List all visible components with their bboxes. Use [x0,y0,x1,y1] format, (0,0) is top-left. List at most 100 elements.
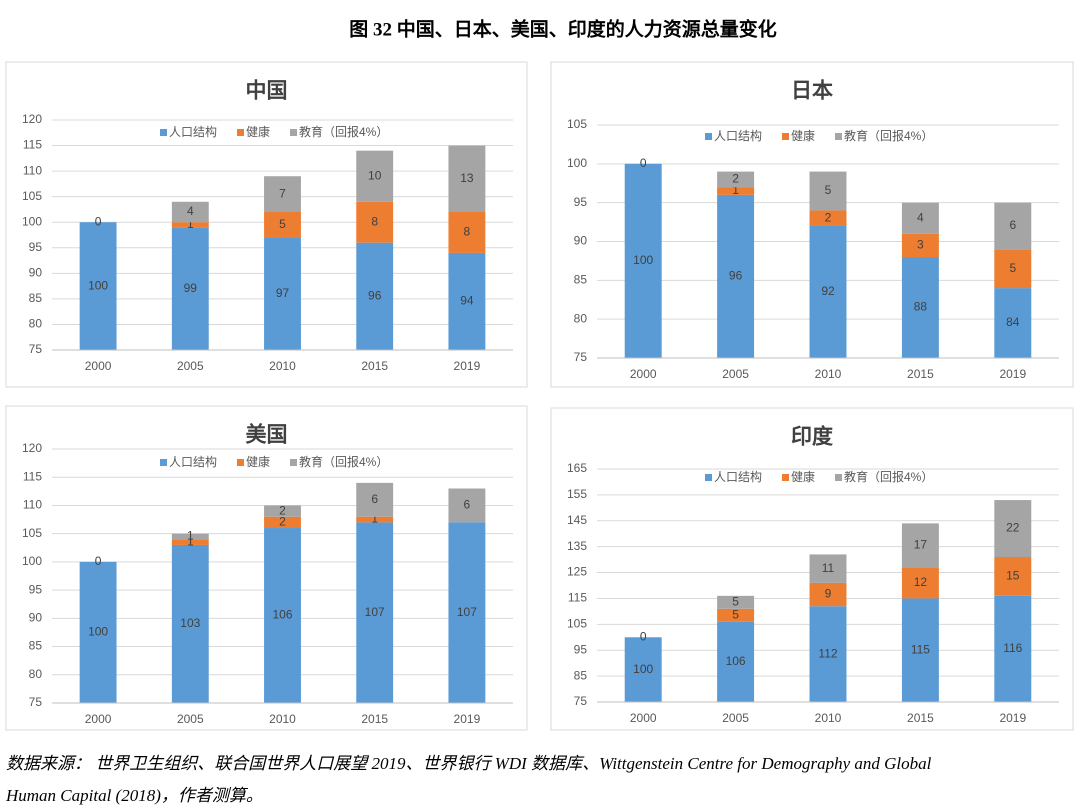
y-tick-label: 110 [23,498,42,512]
bar-segment [448,212,486,253]
y-tick-label: 85 [574,668,588,682]
data-label: 1 [732,183,739,197]
y-tick-label: 75 [29,342,43,356]
data-label: 0 [640,629,647,643]
bar-segment [448,488,486,523]
bar-segment [264,237,301,350]
x-tick-label: 2005 [177,359,204,373]
y-tick-label: 105 [567,617,587,631]
page-title: 图 32 中国、日本、美国、印度的人力资源总量变化 [349,17,777,40]
y-tick-label: 115 [568,591,587,605]
x-tick-label: 2005 [722,711,749,725]
data-label: 5 [732,607,739,621]
data-label: 7 [279,186,286,200]
y-tick-label: 135 [567,539,587,553]
y-tick-label: 95 [29,240,43,254]
legend-label: 人口结构 [169,124,217,139]
bar-segment [901,598,939,702]
data-label: 1 [187,534,194,548]
y-tick-label: 125 [567,565,587,579]
data-label: 92 [821,284,835,298]
legend-swatch [705,474,712,481]
legend-label: 人口结构 [169,454,217,469]
data-label: 107 [365,605,385,619]
bar-segment [264,505,301,517]
legend-swatch [237,459,244,466]
bar-segment [356,150,394,202]
legend-label: 教育（回报4%） [299,124,388,139]
bar-segment [994,202,1032,250]
bar-segment [264,516,301,529]
data-label: 107 [457,605,477,619]
bar-segment [79,222,117,350]
data-label: 10 [368,168,382,182]
bar-segment [901,567,939,599]
bar-segment [717,595,755,609]
data-label: 100 [633,662,653,676]
legend-label: 教育（回报4%） [844,128,933,143]
data-label: 8 [464,225,471,239]
data-label: 100 [88,625,108,639]
data-label: 9 [825,587,832,601]
data-label: 116 [1003,641,1022,655]
y-tick-label: 100 [567,156,587,170]
data-label: 17 [914,538,928,552]
data-label: 11 [822,561,835,575]
bar-segment [264,176,301,212]
bar-segment [809,171,847,211]
bar-segment [901,257,939,358]
y-tick-label: 90 [29,266,43,280]
x-tick-label: 2019 [999,711,1026,725]
x-tick-label: 2000 [630,367,657,381]
legend-swatch [237,129,244,136]
x-tick-label: 2005 [722,367,749,381]
data-label: 0 [95,554,102,568]
data-label: 99 [184,281,198,295]
bar-segment [994,500,1032,558]
data-label: 84 [1006,315,1020,329]
data-label: 6 [464,498,471,512]
bar-segment [901,523,939,568]
data-label: 6 [1009,218,1016,232]
legend-label: 健康 [246,124,270,139]
x-tick-label: 2015 [361,712,388,726]
x-tick-label: 2019 [454,712,481,726]
data-label: 4 [917,210,924,224]
data-label: 1 [187,217,194,231]
legend-swatch [290,459,297,466]
y-tick-label: 95 [574,195,588,209]
x-tick-label: 2015 [361,359,388,373]
x-tick-label: 2019 [454,359,481,373]
bar-segment [717,621,755,702]
bar-segment [717,194,755,358]
source-line: 数据来源： 世界卫生组织、联合国世界人口展望 2019、世界银行 WDI 数据库… [6,754,932,773]
y-tick-label: 80 [574,311,588,325]
y-tick-label: 85 [29,291,43,305]
y-tick-label: 95 [574,642,588,656]
y-tick-label: 90 [29,611,43,625]
bar-segment [994,249,1032,289]
data-label: 0 [95,214,102,228]
bar-segment [264,212,301,238]
legend-swatch [705,133,712,140]
y-tick-label: 75 [574,350,588,364]
data-label: 1 [371,512,378,526]
bar-segment [171,544,209,703]
bar-segment [809,225,847,358]
x-tick-label: 2005 [177,712,204,726]
bar-segment [171,533,209,540]
y-tick-label: 85 [29,639,43,653]
data-label: 5 [279,217,286,231]
legend-swatch [290,129,297,136]
bar-segment [356,201,394,243]
y-tick-label: 105 [22,189,42,203]
bar-segment [624,637,662,702]
legend-label: 健康 [791,469,815,484]
x-tick-label: 2000 [630,711,657,725]
y-tick-label: 80 [29,667,43,681]
x-tick-label: 2010 [815,711,842,725]
y-tick-label: 100 [22,554,42,568]
bar-segment [717,171,755,188]
source-line: Human Capital (2018)，作者测算。 [5,786,263,805]
